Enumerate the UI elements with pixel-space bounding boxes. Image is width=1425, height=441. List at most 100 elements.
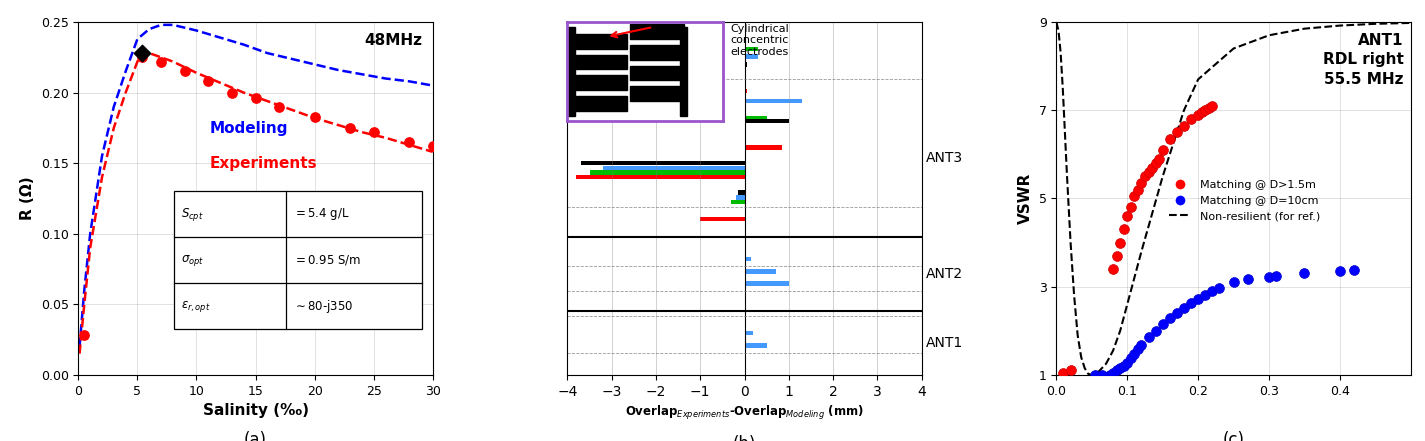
Point — [1106, 367, 1129, 374]
Point — [1180, 116, 1203, 123]
Point — [1137, 168, 1160, 176]
Point — [150, 58, 172, 65]
Legend: Matching @ D>1.5m, Matching @ D=10cm, Non-resilient (for ref.): Matching @ D>1.5m, Matching @ D=10cm, No… — [1164, 176, 1325, 226]
Point — [1106, 252, 1129, 259]
Point — [174, 68, 197, 75]
Bar — [738, 191, 744, 195]
Text: $= 0.95$ S/m: $= 0.95$ S/m — [292, 253, 361, 267]
Point — [1116, 359, 1139, 366]
Text: (b): (b) — [732, 435, 757, 441]
Text: ANT1
RDL right
55.5 MHz: ANT1 RDL right 55.5 MHz — [1322, 33, 1404, 87]
X-axis label: Salinity (‰): Salinity (‰) — [202, 403, 309, 418]
Text: ANT3: ANT3 — [926, 151, 963, 165]
Point — [221, 89, 244, 96]
FancyBboxPatch shape — [174, 191, 422, 329]
Point — [1328, 268, 1351, 275]
Point — [1102, 369, 1124, 376]
Point — [1292, 270, 1315, 277]
Bar — [744, 281, 789, 286]
Point — [1099, 371, 1121, 378]
Point — [1127, 186, 1150, 193]
Point — [1130, 179, 1153, 187]
Point — [1144, 160, 1167, 167]
Point — [1208, 284, 1231, 292]
Text: $S_{cpt}$: $S_{cpt}$ — [181, 206, 204, 223]
Point — [1187, 111, 1210, 118]
Point — [1137, 334, 1160, 341]
Point — [422, 143, 445, 150]
Point — [1151, 321, 1174, 328]
Point — [1237, 275, 1260, 282]
Bar — [576, 175, 744, 179]
Bar — [744, 55, 758, 59]
Text: $\varepsilon_{r,opt}$: $\varepsilon_{r,opt}$ — [181, 299, 211, 314]
Text: Modeling: Modeling — [209, 121, 288, 136]
Text: Experiments: Experiments — [209, 156, 318, 171]
Point — [1109, 365, 1131, 372]
Point — [1144, 327, 1167, 334]
Point — [1133, 173, 1156, 180]
Point — [1123, 193, 1146, 200]
Point — [1197, 105, 1220, 112]
Bar — [744, 47, 758, 51]
Text: $\sigma_{opt}$: $\sigma_{opt}$ — [181, 253, 204, 268]
Point — [1092, 371, 1114, 378]
Point — [1190, 109, 1213, 116]
Bar — [744, 145, 782, 150]
X-axis label: Overlap$_{Experiments}$-Overlap$_{Modeling}$ (mm): Overlap$_{Experiments}$-Overlap$_{Modeli… — [626, 404, 864, 422]
Point — [1102, 265, 1124, 273]
Point — [197, 78, 219, 85]
Point — [131, 54, 154, 61]
Bar — [744, 62, 747, 67]
Bar — [590, 170, 744, 175]
Point — [1223, 279, 1245, 286]
Point — [244, 95, 266, 102]
Point — [1130, 341, 1153, 348]
Bar — [744, 269, 775, 273]
Bar — [731, 200, 744, 204]
Point — [1180, 300, 1203, 307]
Point — [73, 332, 95, 339]
Point — [1059, 367, 1082, 374]
Point — [1127, 346, 1150, 353]
Point — [1159, 135, 1181, 142]
Point — [1052, 369, 1074, 376]
Point — [268, 103, 291, 110]
Point — [1084, 371, 1107, 378]
Y-axis label: VSWR: VSWR — [1017, 173, 1033, 224]
Point — [398, 138, 420, 146]
Point — [1173, 304, 1196, 311]
Bar — [744, 116, 767, 120]
Point — [1113, 226, 1136, 233]
Point — [1194, 107, 1217, 114]
Bar — [744, 89, 747, 93]
Point — [131, 49, 154, 56]
Point — [1166, 129, 1188, 136]
Text: ANT2: ANT2 — [926, 267, 963, 281]
Point — [1265, 272, 1288, 279]
Bar — [735, 195, 744, 200]
Text: (c): (c) — [1223, 431, 1244, 441]
Point — [1201, 288, 1224, 295]
Point — [1147, 155, 1170, 162]
Point — [1159, 315, 1181, 322]
Point — [1116, 213, 1139, 220]
Point — [1201, 102, 1224, 109]
Text: $= 5.4$ g/L: $= 5.4$ g/L — [292, 206, 349, 222]
Point — [1258, 273, 1281, 280]
Point — [1342, 266, 1365, 273]
Point — [1120, 355, 1143, 362]
Point — [1120, 204, 1143, 211]
Point — [1109, 239, 1131, 246]
Point — [1194, 291, 1217, 298]
Point — [362, 129, 385, 136]
Point — [1113, 363, 1136, 370]
Point — [1123, 350, 1146, 357]
Text: 48MHz: 48MHz — [365, 33, 422, 48]
Point — [1187, 295, 1210, 303]
Bar — [580, 161, 744, 165]
Point — [339, 124, 362, 131]
Text: $\sim 80$-j$350$: $\sim 80$-j$350$ — [292, 298, 353, 314]
Point — [304, 113, 326, 120]
Point — [1166, 310, 1188, 317]
